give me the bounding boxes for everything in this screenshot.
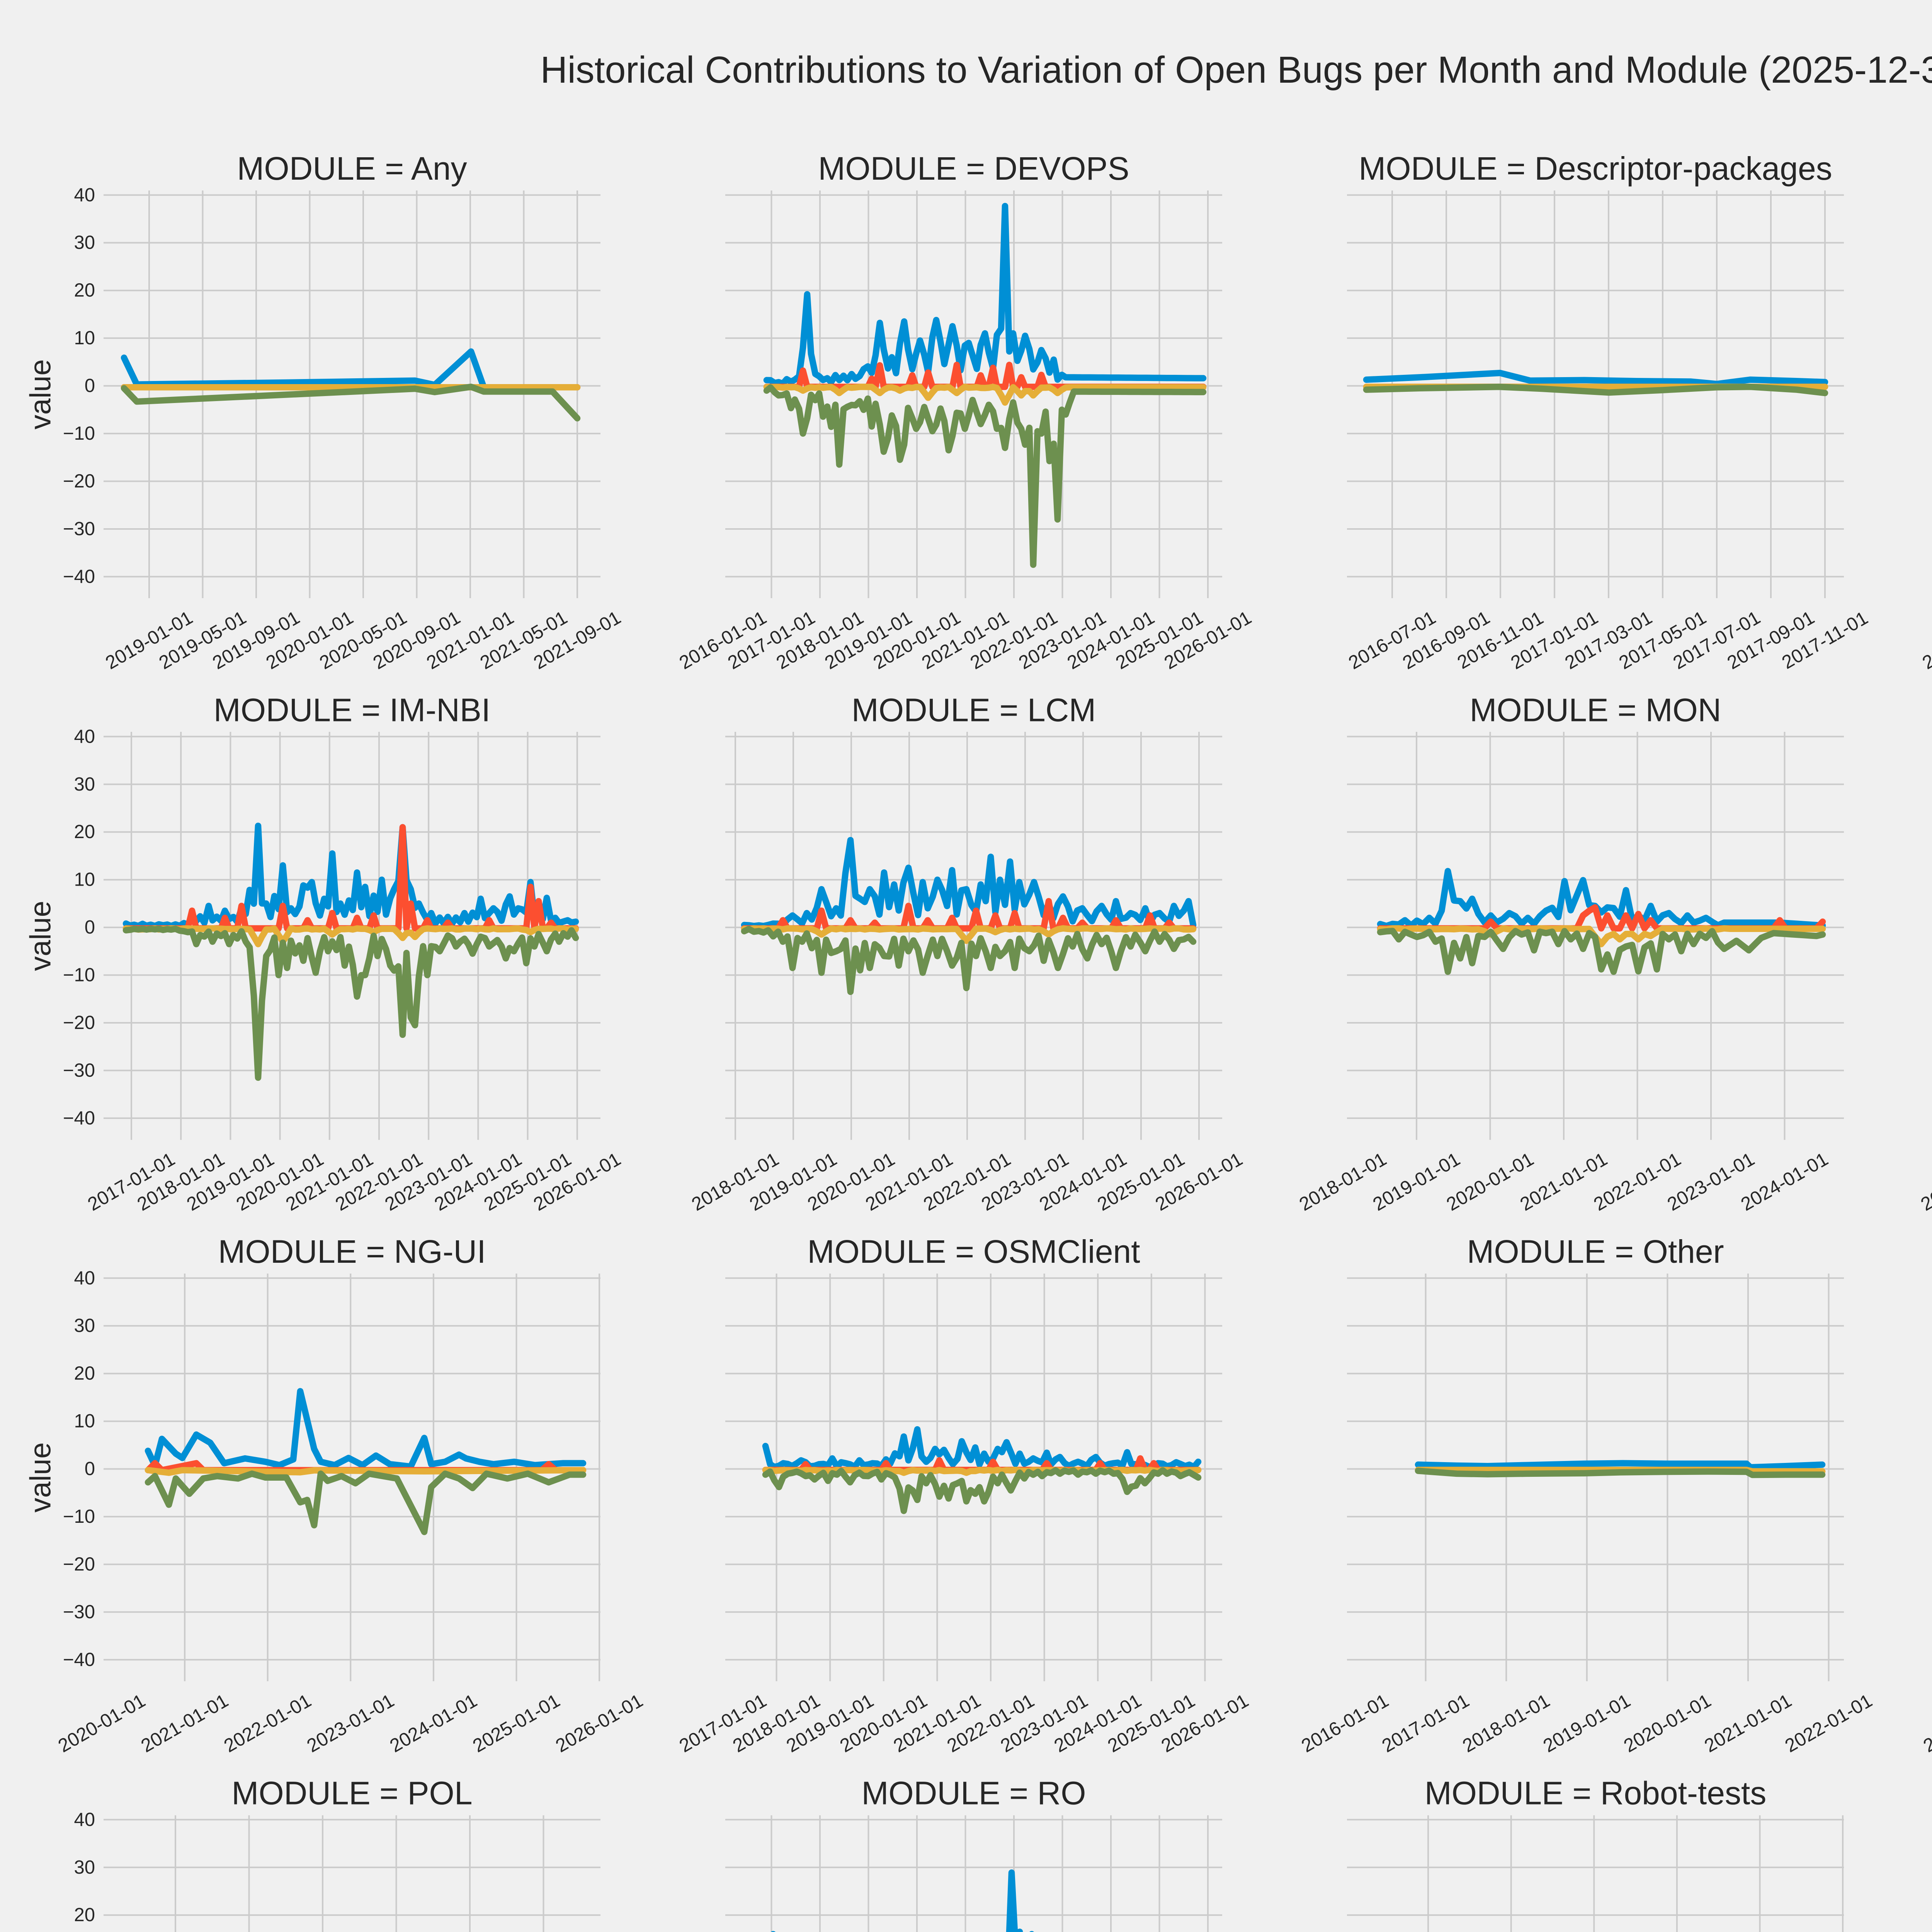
svg-text:40: 40 <box>74 726 95 747</box>
svg-text:−20: −20 <box>63 471 95 492</box>
svg-text:20: 20 <box>74 1905 95 1925</box>
svg-text:value: value <box>24 359 57 430</box>
svg-text:0: 0 <box>85 376 95 396</box>
svg-text:40: 40 <box>74 1809 95 1830</box>
svg-text:MODULE = IM-NBI: MODULE = IM-NBI <box>214 692 490 728</box>
svg-text:−20: −20 <box>63 1012 95 1033</box>
svg-text:40: 40 <box>74 185 95 206</box>
svg-text:MODULE = NG-UI: MODULE = NG-UI <box>218 1233 486 1270</box>
svg-text:30: 30 <box>74 232 95 253</box>
svg-text:0: 0 <box>85 917 95 938</box>
svg-text:value: value <box>24 901 57 971</box>
svg-text:30: 30 <box>74 1315 95 1336</box>
svg-text:MODULE = Other: MODULE = Other <box>1467 1233 1724 1270</box>
svg-text:MODULE = Robot-tests: MODULE = Robot-tests <box>1425 1775 1767 1811</box>
svg-text:10: 10 <box>74 869 95 890</box>
svg-text:MODULE = OSMClient: MODULE = OSMClient <box>807 1233 1140 1270</box>
svg-text:Historical Contributions to Va: Historical Contributions to Variation of… <box>540 49 1932 91</box>
svg-text:10: 10 <box>74 328 95 349</box>
svg-text:MODULE = MON: MODULE = MON <box>1469 692 1721 728</box>
svg-text:MODULE = Descriptor-packages: MODULE = Descriptor-packages <box>1359 150 1832 187</box>
svg-text:value: value <box>24 1442 57 1513</box>
svg-text:−10: −10 <box>63 423 95 444</box>
svg-text:10: 10 <box>74 1411 95 1432</box>
svg-text:40: 40 <box>74 1268 95 1289</box>
svg-text:−40: −40 <box>63 566 95 587</box>
svg-text:−40: −40 <box>63 1649 95 1670</box>
svg-text:−30: −30 <box>63 519 95 539</box>
svg-text:20: 20 <box>74 1363 95 1384</box>
svg-text:20: 20 <box>74 821 95 842</box>
svg-text:30: 30 <box>74 1857 95 1878</box>
svg-text:MODULE = DEVOPS: MODULE = DEVOPS <box>818 150 1129 187</box>
svg-text:30: 30 <box>74 774 95 795</box>
svg-text:−30: −30 <box>63 1060 95 1081</box>
svg-text:MODULE = LCM: MODULE = LCM <box>852 692 1096 728</box>
svg-text:MODULE = POL: MODULE = POL <box>231 1775 472 1811</box>
svg-text:−20: −20 <box>63 1554 95 1575</box>
svg-text:MODULE = Any: MODULE = Any <box>237 150 467 187</box>
svg-text:−10: −10 <box>63 1506 95 1527</box>
svg-text:0: 0 <box>85 1459 95 1480</box>
svg-text:−10: −10 <box>63 965 95 986</box>
svg-text:MODULE = RO: MODULE = RO <box>861 1775 1086 1811</box>
svg-text:−30: −30 <box>63 1602 95 1622</box>
svg-text:−40: −40 <box>63 1108 95 1129</box>
svg-text:20: 20 <box>74 280 95 301</box>
